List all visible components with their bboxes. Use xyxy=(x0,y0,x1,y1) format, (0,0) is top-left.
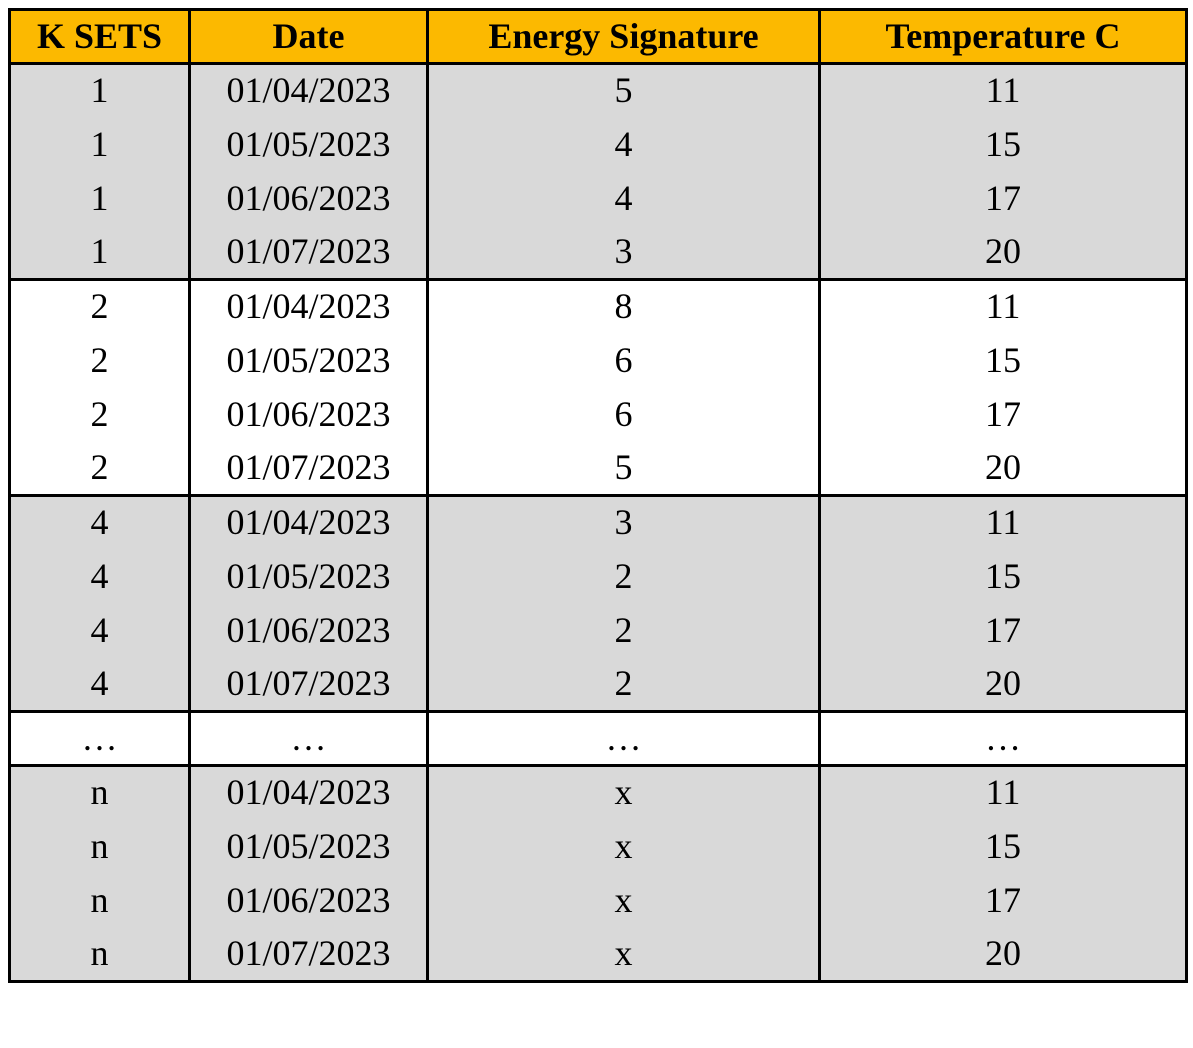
table-row: 1 01/04/2023 5 11 xyxy=(10,64,1187,118)
cell-date: 01/05/2023 xyxy=(190,334,428,388)
cell-ksets: 4 xyxy=(10,658,190,712)
cell-energy: 3 xyxy=(428,226,820,280)
cell-date: … xyxy=(190,712,428,766)
cell-energy: x xyxy=(428,928,820,982)
cell-date: 01/07/2023 xyxy=(190,658,428,712)
cell-ksets: 1 xyxy=(10,172,190,226)
table-row: 4 01/05/2023 2 15 xyxy=(10,550,1187,604)
cell-temp: 17 xyxy=(820,604,1187,658)
table-row: 2 01/05/2023 6 15 xyxy=(10,334,1187,388)
table-row: 2 01/04/2023 8 11 xyxy=(10,280,1187,334)
cell-date: 01/06/2023 xyxy=(190,874,428,928)
cell-temp: 15 xyxy=(820,550,1187,604)
cell-ksets: 1 xyxy=(10,226,190,280)
cell-temp: 11 xyxy=(820,766,1187,820)
cell-ksets: 2 xyxy=(10,388,190,442)
cell-temp: 20 xyxy=(820,442,1187,496)
cell-temp: 20 xyxy=(820,226,1187,280)
cell-energy: 6 xyxy=(428,334,820,388)
cell-date: 01/04/2023 xyxy=(190,64,428,118)
cell-energy: 2 xyxy=(428,550,820,604)
table-row: 2 01/07/2023 5 20 xyxy=(10,442,1187,496)
col-header-energy: Energy Signature xyxy=(428,10,820,64)
table-row: 2 01/06/2023 6 17 xyxy=(10,388,1187,442)
cell-date: 01/05/2023 xyxy=(190,820,428,874)
cell-ksets: … xyxy=(10,712,190,766)
cell-temp: 17 xyxy=(820,172,1187,226)
cell-ksets: 1 xyxy=(10,118,190,172)
col-header-temp: Temperature C xyxy=(820,10,1187,64)
cell-energy: 6 xyxy=(428,388,820,442)
cell-energy: 2 xyxy=(428,658,820,712)
table-row: 4 01/06/2023 2 17 xyxy=(10,604,1187,658)
cell-energy: 2 xyxy=(428,604,820,658)
cell-ksets: 2 xyxy=(10,280,190,334)
cell-energy: 8 xyxy=(428,280,820,334)
ksets-energy-table: K SETS Date Energy Signature Temperature… xyxy=(8,8,1188,983)
cell-temp: 11 xyxy=(820,280,1187,334)
cell-temp: … xyxy=(820,712,1187,766)
cell-energy: x xyxy=(428,820,820,874)
cell-energy: 5 xyxy=(428,64,820,118)
cell-energy: 3 xyxy=(428,496,820,550)
cell-energy: 4 xyxy=(428,172,820,226)
cell-temp: 15 xyxy=(820,820,1187,874)
cell-ksets: 4 xyxy=(10,550,190,604)
cell-ksets: 4 xyxy=(10,496,190,550)
cell-temp: 20 xyxy=(820,928,1187,982)
cell-date: 01/04/2023 xyxy=(190,766,428,820)
cell-date: 01/07/2023 xyxy=(190,928,428,982)
cell-date: 01/07/2023 xyxy=(190,226,428,280)
cell-ksets: 2 xyxy=(10,442,190,496)
cell-temp: 20 xyxy=(820,658,1187,712)
cell-date: 01/07/2023 xyxy=(190,442,428,496)
table-row: 4 01/07/2023 2 20 xyxy=(10,658,1187,712)
cell-ksets: n xyxy=(10,766,190,820)
cell-energy: x xyxy=(428,874,820,928)
table-row: 1 01/06/2023 4 17 xyxy=(10,172,1187,226)
table-row: n 01/06/2023 x 17 xyxy=(10,874,1187,928)
cell-ksets: 1 xyxy=(10,64,190,118)
cell-ksets: n xyxy=(10,928,190,982)
cell-temp: 15 xyxy=(820,334,1187,388)
table-row: n 01/07/2023 x 20 xyxy=(10,928,1187,982)
cell-date: 01/06/2023 xyxy=(190,604,428,658)
cell-temp: 11 xyxy=(820,496,1187,550)
cell-temp: 11 xyxy=(820,64,1187,118)
cell-temp: 17 xyxy=(820,874,1187,928)
table-body: 1 01/04/2023 5 11 1 01/05/2023 4 15 1 01… xyxy=(10,64,1187,982)
table-row: 1 01/05/2023 4 15 xyxy=(10,118,1187,172)
cell-energy: x xyxy=(428,766,820,820)
cell-temp: 17 xyxy=(820,388,1187,442)
cell-date: 01/06/2023 xyxy=(190,172,428,226)
cell-ksets: 4 xyxy=(10,604,190,658)
cell-energy: 5 xyxy=(428,442,820,496)
col-header-date: Date xyxy=(190,10,428,64)
cell-date: 01/04/2023 xyxy=(190,280,428,334)
table-row: 4 01/04/2023 3 11 xyxy=(10,496,1187,550)
table-row-ellipsis: … … … … xyxy=(10,712,1187,766)
cell-ksets: n xyxy=(10,820,190,874)
table-header-row: K SETS Date Energy Signature Temperature… xyxy=(10,10,1187,64)
cell-date: 01/05/2023 xyxy=(190,550,428,604)
table-row: 1 01/07/2023 3 20 xyxy=(10,226,1187,280)
cell-ksets: n xyxy=(10,874,190,928)
cell-date: 01/05/2023 xyxy=(190,118,428,172)
table-row: n 01/04/2023 x 11 xyxy=(10,766,1187,820)
cell-date: 01/04/2023 xyxy=(190,496,428,550)
cell-energy: … xyxy=(428,712,820,766)
cell-ksets: 2 xyxy=(10,334,190,388)
cell-date: 01/06/2023 xyxy=(190,388,428,442)
cell-temp: 15 xyxy=(820,118,1187,172)
col-header-ksets: K SETS xyxy=(10,10,190,64)
table-row: n 01/05/2023 x 15 xyxy=(10,820,1187,874)
cell-energy: 4 xyxy=(428,118,820,172)
